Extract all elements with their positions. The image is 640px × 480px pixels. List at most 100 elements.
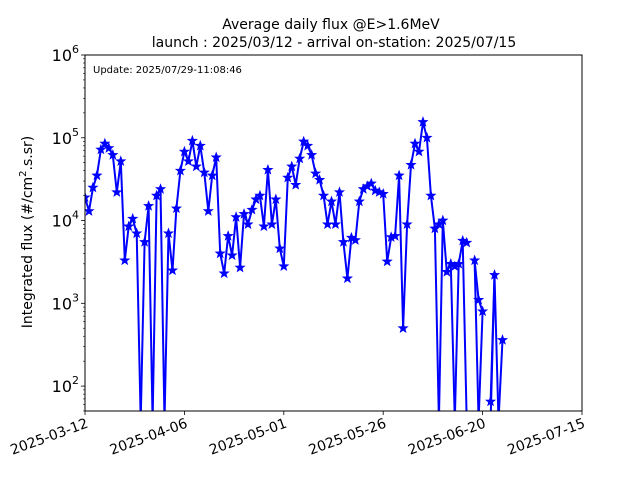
data-point bbox=[182, 155, 194, 167]
data-point bbox=[206, 169, 218, 181]
data-point bbox=[246, 203, 258, 215]
data-point bbox=[119, 254, 131, 266]
y-tick-10000: 104 bbox=[52, 209, 79, 231]
y-tick-label-100000: 105 bbox=[52, 126, 79, 148]
y-tick-label-1000000: 106 bbox=[52, 43, 79, 65]
y-tick-exp-1000: 3 bbox=[72, 291, 79, 304]
data-point bbox=[226, 249, 238, 261]
data-point bbox=[242, 218, 254, 230]
y-axis-label-sup: 2 bbox=[18, 170, 29, 176]
drop-line bbox=[135, 233, 142, 411]
data-point bbox=[258, 220, 270, 232]
data-point bbox=[103, 142, 115, 153]
data-point bbox=[95, 143, 107, 155]
update-annotation: Update: 2025/07/29-11:08:46 bbox=[93, 65, 242, 76]
data-point bbox=[262, 163, 274, 175]
data-point bbox=[143, 200, 155, 211]
data-point bbox=[425, 189, 437, 201]
data-point bbox=[401, 218, 413, 230]
data-point bbox=[321, 218, 334, 230]
data-point bbox=[270, 193, 282, 205]
drop-line bbox=[147, 205, 154, 411]
rise-line bbox=[139, 241, 146, 411]
y-tick-100000: 105 bbox=[52, 126, 79, 148]
y-tick-100: 102 bbox=[52, 374, 79, 396]
y-tick-base-1000: 10 bbox=[52, 294, 72, 313]
x-tick-label: 2025-03-12 bbox=[8, 416, 90, 459]
plot-area: 2025-03-12 2025-04-06 2025-05-01 2025-05-26… bbox=[8, 54, 587, 459]
drop-line bbox=[159, 189, 166, 411]
series-group bbox=[85, 116, 509, 411]
chart-title: Average daily flux @E>1.6MeV bbox=[222, 17, 440, 33]
data-point bbox=[389, 230, 401, 241]
data-point bbox=[234, 261, 246, 273]
data-point bbox=[91, 169, 103, 181]
data-point bbox=[306, 149, 318, 160]
data-point bbox=[341, 272, 353, 284]
data-point bbox=[162, 227, 175, 239]
y-tick-exp-100000: 5 bbox=[72, 126, 79, 139]
data-point bbox=[85, 205, 95, 216]
data-point bbox=[484, 395, 497, 407]
data-point bbox=[461, 236, 473, 248]
data-point bbox=[317, 189, 330, 201]
data-point bbox=[473, 294, 485, 305]
rise-line bbox=[497, 339, 504, 411]
data-point bbox=[469, 254, 481, 266]
y-tick-label-100: 102 bbox=[52, 374, 79, 396]
data-point bbox=[377, 188, 389, 199]
data-point bbox=[254, 189, 266, 201]
data-point bbox=[325, 195, 338, 207]
data-point bbox=[266, 218, 278, 230]
y-tick-label-1000: 103 bbox=[52, 291, 79, 313]
data-point bbox=[488, 269, 501, 280]
data-point bbox=[99, 137, 111, 149]
data-point bbox=[409, 137, 421, 149]
rise-line bbox=[438, 220, 444, 411]
data-point bbox=[127, 212, 139, 224]
y-axis-label: Integrated flux (#/cm2.s.sr) bbox=[18, 136, 36, 329]
data-point bbox=[238, 208, 250, 219]
data-point bbox=[202, 205, 214, 216]
data-point bbox=[413, 145, 425, 157]
data-point bbox=[294, 152, 306, 164]
x-tick-label: 2025-05-26 bbox=[307, 416, 389, 459]
data-point bbox=[441, 265, 453, 277]
y-tick-exp-10000: 4 bbox=[72, 209, 79, 222]
data-point bbox=[314, 174, 326, 185]
drop-line bbox=[461, 240, 468, 411]
y-axis-label-main: Integrated flux (#/cm bbox=[20, 177, 36, 328]
data-point bbox=[174, 164, 186, 176]
data-point bbox=[166, 264, 179, 276]
data-point bbox=[150, 189, 163, 201]
data-point bbox=[286, 160, 298, 172]
rise-line bbox=[489, 274, 496, 411]
y-tick-base-100000: 10 bbox=[52, 129, 72, 148]
data-point bbox=[218, 267, 230, 279]
data-point bbox=[111, 186, 123, 197]
data-point bbox=[453, 257, 465, 269]
data-point bbox=[298, 135, 310, 147]
data-point bbox=[353, 195, 365, 207]
data-point bbox=[87, 181, 99, 193]
data-point bbox=[397, 322, 409, 333]
data-point bbox=[405, 159, 417, 170]
y-tick-base-10000: 10 bbox=[52, 212, 72, 231]
data-point bbox=[278, 260, 290, 272]
y-axis-label-rest: .s.sr) bbox=[20, 136, 36, 171]
data-point bbox=[123, 220, 135, 232]
data-point bbox=[131, 227, 143, 239]
y-tick-exp-100: 2 bbox=[72, 374, 79, 387]
plot-frame bbox=[84, 54, 583, 412]
data-point bbox=[194, 139, 206, 151]
x-tick-label: 2025-07-15 bbox=[505, 416, 587, 459]
data-point bbox=[349, 234, 361, 245]
x-tick-label: 2025-04-06 bbox=[108, 416, 190, 459]
drop-line bbox=[486, 410, 488, 411]
data-point bbox=[393, 169, 405, 181]
y-tick-1000000: 106 bbox=[52, 43, 79, 65]
data-point bbox=[333, 186, 346, 197]
data-point bbox=[310, 167, 322, 179]
y-tick-exp-1000000: 6 bbox=[72, 43, 79, 56]
